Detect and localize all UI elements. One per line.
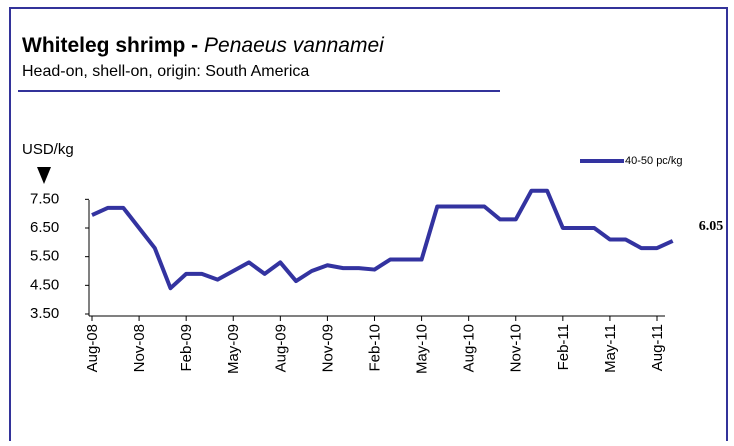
title-main: Whiteleg shrimp - [22, 34, 198, 57]
title-species: Penaeus vannamei [204, 34, 385, 57]
y-tick-label: 7.50 [30, 190, 59, 207]
y-axis-label: USD/kg [22, 141, 74, 158]
y-tick-label: 4.50 [30, 276, 59, 293]
x-tick-label: Aug-11 [649, 324, 666, 371]
y-tick-label: 6.50 [30, 219, 59, 236]
y-tick-label: 3.50 [30, 305, 59, 322]
x-tick-label: Feb-11 [555, 324, 572, 370]
x-tick-label: May-10 [414, 324, 431, 374]
frame [9, 7, 728, 441]
annotation: 6.05 [699, 219, 724, 234]
x-tick-label: Nov-10 [508, 324, 525, 372]
x-tick-label: May-11 [602, 324, 619, 373]
x-tick-label: Aug-08 [84, 324, 101, 372]
chart-title: Whiteleg shrimp - Penaeus vannamei [22, 34, 385, 57]
y-tick-label: 5.50 [30, 248, 59, 265]
x-tick-label: Aug-09 [272, 324, 289, 372]
legend-label: 40-50 pc/kg [625, 155, 682, 167]
x-tick-label: Feb-09 [178, 324, 195, 372]
x-tick-label: Aug-10 [461, 324, 478, 372]
x-tick-label: Feb-10 [366, 324, 383, 372]
series-line [91, 188, 674, 291]
x-tick-label: May-09 [225, 324, 242, 374]
subtitle: Head-on, shell-on, origin: South America [22, 63, 309, 80]
x-tick-label: Nov-09 [319, 324, 336, 372]
arrow [37, 167, 51, 184]
x-tick-label: Nov-08 [131, 324, 148, 372]
